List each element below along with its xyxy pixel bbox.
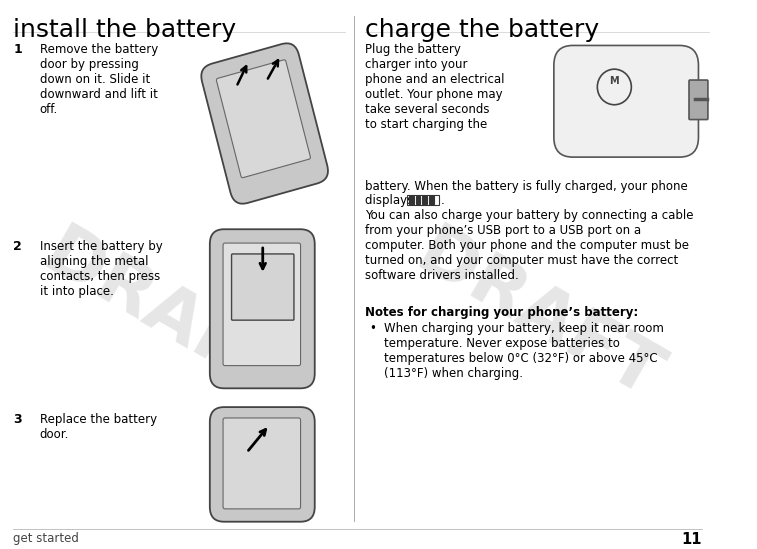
FancyBboxPatch shape [223,418,301,509]
FancyBboxPatch shape [416,195,420,204]
Text: displays: displays [366,194,418,206]
Text: 1: 1 [13,43,22,57]
Text: battery. When the battery is fully charged, your phone: battery. When the battery is fully charg… [366,180,688,193]
FancyBboxPatch shape [217,60,310,178]
Text: 2: 2 [13,240,22,253]
Text: 3: 3 [13,413,22,426]
Text: M: M [609,76,619,86]
Text: Replace the battery
door.: Replace the battery door. [39,413,157,441]
FancyBboxPatch shape [210,229,315,388]
Text: Plug the battery
charger into your
phone and an electrical
outlet. Your phone ma: Plug the battery charger into your phone… [366,43,505,131]
Text: DRAFT: DRAFT [404,219,673,413]
Text: Insert the battery by
aligning the metal
contacts, then press
it into place.: Insert the battery by aligning the metal… [39,240,163,298]
FancyBboxPatch shape [422,195,427,204]
FancyBboxPatch shape [210,407,315,522]
Text: When charging your battery, keep it near room
temperature. Never expose batterie: When charging your battery, keep it near… [385,322,665,380]
Text: 11: 11 [682,531,702,547]
FancyBboxPatch shape [201,43,328,204]
FancyBboxPatch shape [428,195,434,204]
Text: Notes for charging your phone’s battery:: Notes for charging your phone’s battery: [366,306,639,320]
Text: charge the battery: charge the battery [366,18,600,42]
FancyBboxPatch shape [689,80,708,120]
FancyBboxPatch shape [554,46,699,157]
FancyBboxPatch shape [223,243,301,366]
Text: install the battery: install the battery [13,18,236,42]
Text: DRAFT: DRAFT [31,219,300,413]
Text: .: . [441,194,445,206]
FancyBboxPatch shape [232,254,294,320]
Text: •: • [369,322,376,335]
Text: get started: get started [13,531,79,545]
FancyBboxPatch shape [409,195,414,204]
Text: You can also charge your battery by connecting a cable
from your phone’s USB por: You can also charge your battery by conn… [366,210,694,283]
Text: Remove the battery
door by pressing
down on it. Slide it
downward and lift it
of: Remove the battery door by pressing down… [39,43,158,116]
